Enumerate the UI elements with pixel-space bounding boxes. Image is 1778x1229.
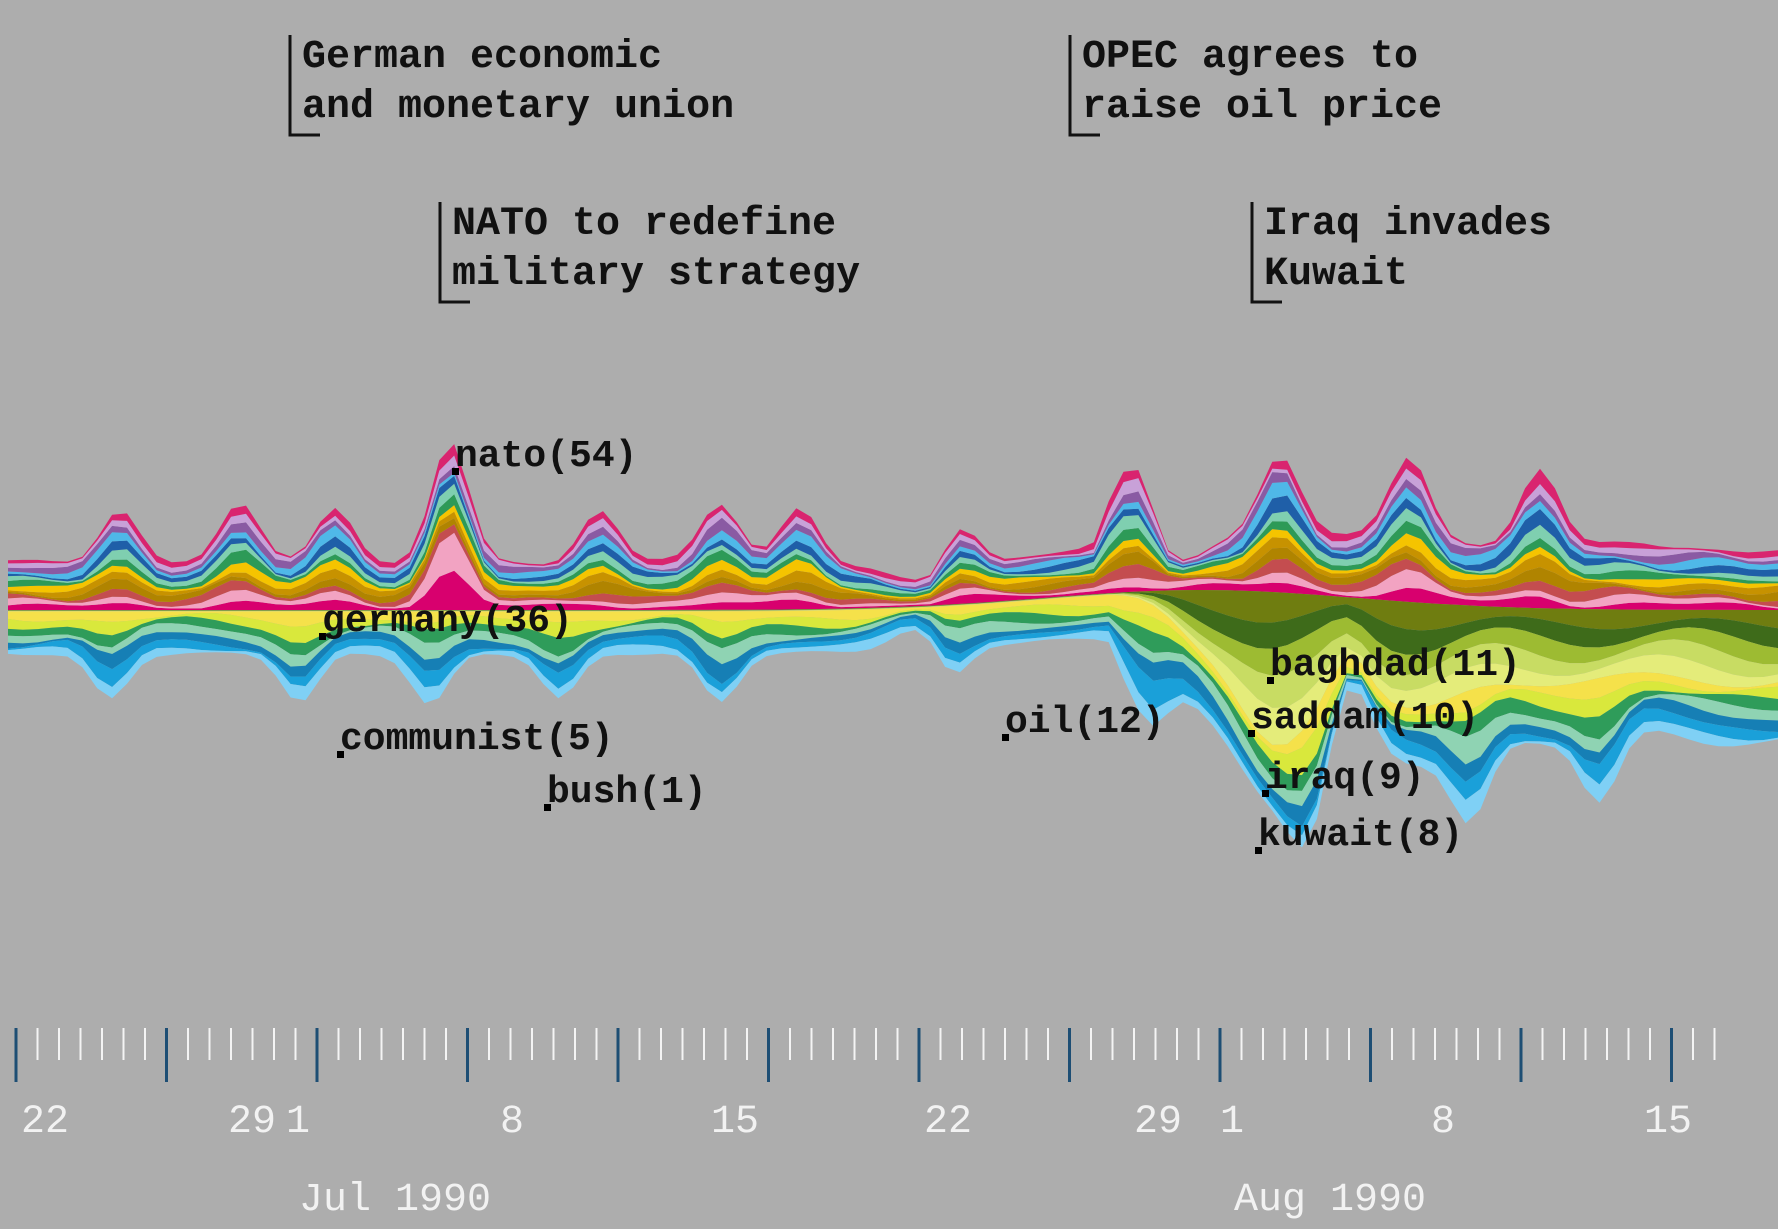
stream-layer-top [8, 483, 1778, 594]
term-label-germany: germany(36) [319, 600, 573, 643]
term-label-bush: bush(1) [544, 771, 707, 814]
axis-day-label: 8 [1431, 1100, 1455, 1145]
axis-day-label: 1 [286, 1100, 310, 1145]
axis-day-label: 29 [228, 1100, 276, 1145]
event-bracket [1068, 35, 1100, 137]
term-text: nato(54) [455, 435, 637, 478]
term-marker [1262, 790, 1269, 797]
term-marker [337, 751, 344, 758]
term-marker [319, 633, 326, 640]
event-line-1: German economic [302, 35, 662, 80]
event-line-1: Iraq invades [1264, 202, 1552, 247]
stream-layer-top [8, 518, 1778, 604]
term-text: kuwait(8) [1258, 814, 1463, 857]
event-annotation: OPEC agrees to raise oil price [1068, 35, 1442, 137]
event-annotation: NATO to redefine military strategy [438, 202, 860, 304]
stream-layer-top [8, 511, 1778, 600]
term-marker [1255, 847, 1262, 854]
term-text: germany(36) [322, 600, 573, 643]
event-line-2: and monetary union [302, 85, 734, 130]
event-bracket [288, 35, 320, 137]
term-text: bush(1) [547, 771, 707, 814]
event-annotation: Iraq invades Kuwait [1250, 202, 1552, 304]
axis-day-label: 22 [21, 1100, 69, 1145]
stream-layer-top [8, 524, 1778, 607]
term-label-iraq: iraq(9) [1262, 757, 1425, 800]
term-marker [1267, 677, 1274, 684]
stream-layer-top [8, 570, 1778, 610]
axis-day-label: 1 [1220, 1100, 1244, 1145]
axis-day-label: 8 [500, 1100, 524, 1145]
term-marker [1002, 734, 1009, 741]
term-label-nato: nato(54) [452, 435, 637, 478]
stream-layer-iraq [8, 590, 1778, 631]
stream-layers [8, 444, 1778, 848]
term-label-baghdad: baghdad(11) [1267, 644, 1521, 687]
event-bracket [438, 202, 470, 304]
stream-layer-bottom [8, 618, 1778, 836]
stream-layer-top [8, 532, 1778, 609]
event-bracket [1250, 202, 1282, 304]
term-label-kuwait: kuwait(8) [1255, 814, 1463, 857]
stream-layer-top [8, 494, 1778, 597]
stream-layer-top [8, 505, 1778, 599]
term-text: saddam(10) [1251, 697, 1479, 740]
term-text: iraq(9) [1265, 757, 1425, 800]
stream-layer-bottom [8, 614, 1778, 827]
event-line-2: military strategy [452, 252, 860, 297]
axis-month-label: Aug 1990 [1234, 1178, 1426, 1223]
event-line-2: Kuwait [1264, 252, 1408, 297]
axis-month-label: Jul 1990 [299, 1178, 491, 1223]
term-labels: nato(54) germany(36) communist(5) bush(1) oi… [319, 435, 1521, 857]
event-line-1: NATO to redefine [452, 202, 836, 247]
term-marker [544, 804, 551, 811]
term-label-saddam: saddam(10) [1248, 697, 1479, 740]
stream-layer-iraq [8, 592, 1778, 655]
term-text: oil(12) [1005, 701, 1165, 744]
event-annotation: German economic and monetary union [288, 35, 734, 137]
axis-day-label: 15 [711, 1100, 759, 1145]
event-annotations: German economic and monetary union NATO to… [288, 35, 1552, 304]
term-label-oil: oil(12) [1002, 701, 1165, 744]
event-line-2: raise oil price [1082, 85, 1442, 130]
event-line-1: OPEC agrees to [1082, 35, 1418, 80]
term-label-communist: communist(5) [337, 718, 614, 761]
term-marker [1248, 730, 1255, 737]
axis-day-label: 15 [1644, 1100, 1692, 1145]
term-text: communist(5) [340, 718, 614, 761]
axis-day-label: 29 [1134, 1100, 1182, 1145]
stream-layer-top [8, 475, 1778, 593]
axis-day-label: 22 [924, 1100, 972, 1145]
term-text: baghdad(11) [1270, 644, 1521, 687]
stream-layer-bottom [8, 612, 1778, 807]
term-marker [452, 468, 459, 475]
